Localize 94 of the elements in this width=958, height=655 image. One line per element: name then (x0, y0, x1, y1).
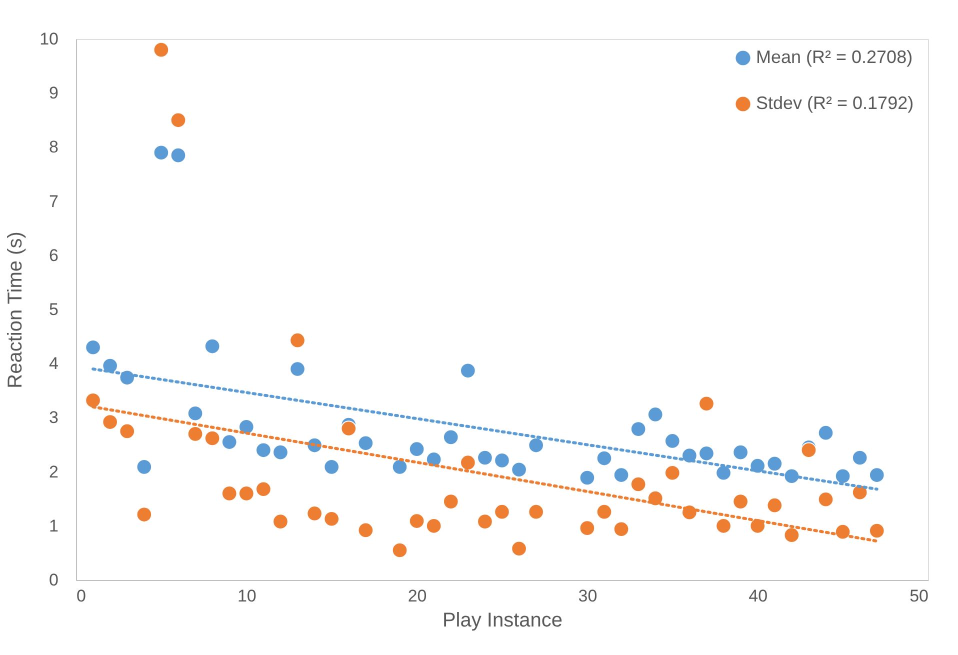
x-tick-label: 30 (578, 586, 598, 606)
x-tick-label: 50 (910, 586, 928, 606)
point (358, 522, 374, 538)
y-tick-label: 0 (49, 570, 58, 590)
point (170, 147, 186, 164)
point (272, 444, 288, 460)
y-axis-title: Reaction Time (s) (4, 232, 27, 388)
point (204, 338, 220, 354)
point (477, 450, 493, 466)
point (528, 437, 544, 454)
y-tick-label: 2 (49, 462, 58, 482)
point (664, 433, 680, 449)
x-tick-label: 20 (408, 586, 427, 606)
point (290, 332, 306, 348)
point (613, 521, 630, 538)
point (102, 414, 118, 430)
point (800, 442, 817, 458)
point (579, 520, 596, 536)
point (392, 459, 408, 475)
point (477, 514, 493, 530)
point (511, 540, 527, 557)
point (698, 396, 714, 412)
y-tick-label: 8 (49, 138, 58, 157)
point (408, 513, 425, 529)
y-tick-label: 6 (49, 246, 58, 265)
point (119, 423, 136, 440)
point (647, 406, 664, 422)
x-axis-title: Play Instance (442, 610, 563, 632)
point (732, 494, 748, 510)
y-tick-label: 4 (49, 354, 58, 374)
point (426, 518, 442, 534)
point (630, 421, 646, 437)
point (442, 429, 459, 446)
point (579, 470, 596, 486)
point (766, 497, 783, 514)
point (408, 441, 425, 457)
point (153, 42, 170, 58)
point (460, 454, 476, 471)
point (494, 504, 510, 520)
point (630, 476, 646, 492)
legend-label: Mean (R² = 0.2708) (756, 47, 913, 67)
y-tick-label: 1 (49, 516, 58, 536)
point (766, 456, 783, 472)
point (716, 518, 732, 534)
point (613, 467, 630, 483)
point (136, 459, 152, 475)
point (256, 481, 272, 498)
point (238, 486, 254, 502)
point (221, 486, 238, 502)
point (716, 464, 732, 481)
point (732, 444, 748, 460)
point (784, 527, 800, 543)
point (85, 339, 101, 356)
point (392, 542, 408, 558)
point (187, 426, 204, 442)
point (153, 144, 170, 161)
y-tick-label: 5 (49, 300, 58, 319)
y-tick-label: 9 (49, 84, 58, 103)
point (596, 450, 612, 466)
point (818, 491, 834, 508)
point (834, 468, 851, 484)
legend-label: Stdev (R² = 0.1792) (756, 93, 914, 113)
point (460, 362, 476, 379)
point (868, 522, 885, 539)
point (136, 506, 152, 522)
point (868, 467, 885, 483)
point (204, 430, 220, 446)
y-tick-label: 7 (49, 192, 58, 211)
point (221, 434, 238, 450)
point (818, 424, 834, 441)
point (664, 464, 680, 481)
point (442, 494, 459, 510)
x-tick-label: 40 (748, 586, 768, 606)
point (272, 514, 288, 530)
point (698, 446, 714, 462)
point (306, 506, 322, 522)
point (852, 450, 868, 466)
point (494, 452, 510, 468)
x-tick-label: 0 (76, 586, 86, 606)
point (256, 442, 272, 458)
point (187, 405, 204, 422)
point (340, 420, 357, 436)
point (358, 435, 374, 452)
point (85, 392, 101, 408)
point (324, 459, 340, 475)
point (324, 510, 340, 527)
x-tick-label: 10 (237, 586, 256, 606)
y-tick-label: 10 (40, 30, 58, 48)
point (170, 112, 186, 128)
point (290, 361, 306, 377)
point (511, 462, 527, 478)
y-tick-label: 3 (49, 408, 58, 428)
point (596, 504, 612, 520)
point (528, 504, 544, 520)
